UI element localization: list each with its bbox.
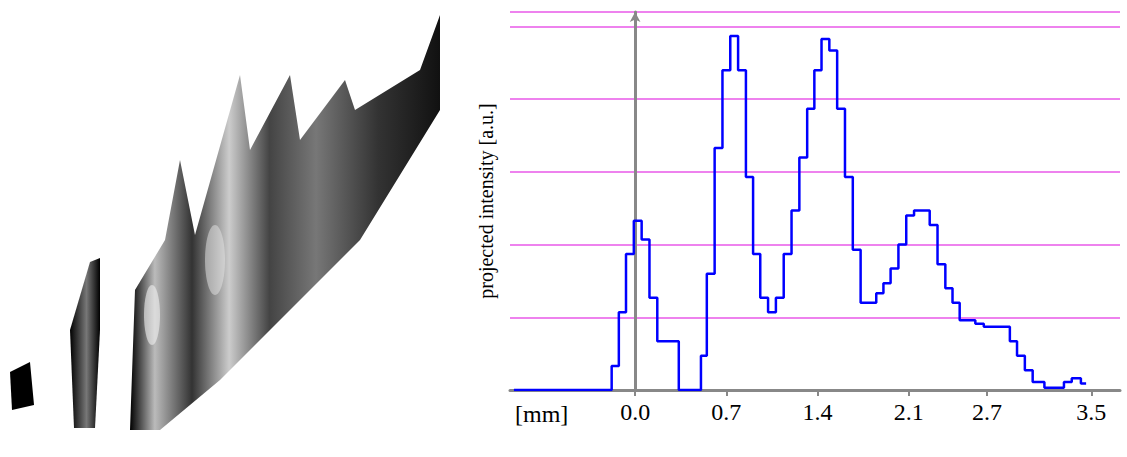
svg-text:2.1: 2.1 (894, 399, 924, 425)
svg-text:0.0: 0.0 (620, 399, 650, 425)
svg-text:3.5: 3.5 (1076, 399, 1106, 425)
svg-text:[mm]: [mm] (515, 401, 568, 427)
svg-text:projected intensity [a.u.]: projected intensity [a.u.] (475, 103, 498, 299)
svg-text:2.7: 2.7 (972, 399, 1002, 425)
svg-text:1.4: 1.4 (803, 399, 833, 425)
svg-text:0.7: 0.7 (711, 399, 741, 425)
